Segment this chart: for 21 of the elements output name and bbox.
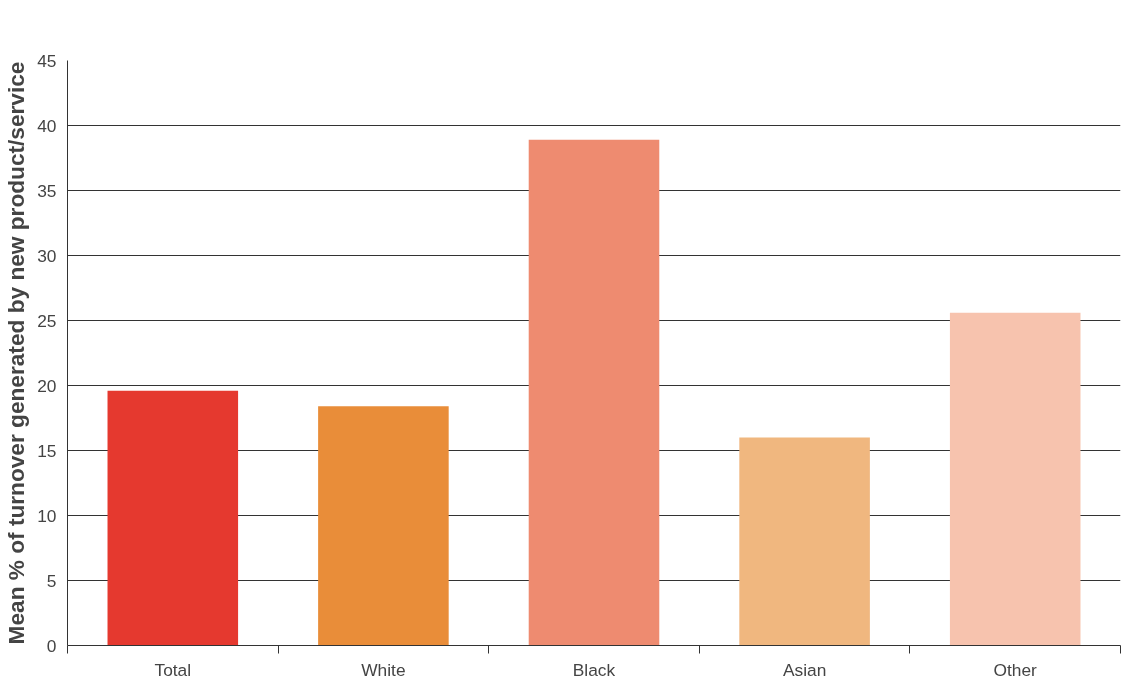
bar xyxy=(318,406,449,646)
y-tick-label: 25 xyxy=(37,310,57,331)
y-tick-label: 0 xyxy=(46,635,57,656)
y-tick-label: 5 xyxy=(46,570,57,591)
y-tick-label: 35 xyxy=(37,180,57,201)
bar xyxy=(949,312,1081,646)
y-tick-label: 10 xyxy=(37,505,57,526)
y-tick-label: 40 xyxy=(37,115,57,136)
y-tick-label: 20 xyxy=(37,375,57,396)
x-tick-label: Asian xyxy=(782,659,827,680)
y-tick-label: 45 xyxy=(37,50,57,71)
x-tick-label: Total xyxy=(154,659,192,680)
bar xyxy=(107,390,239,646)
bar xyxy=(528,139,660,646)
x-tick-label: White xyxy=(361,659,406,680)
bar xyxy=(739,437,870,646)
y-tick-label: 30 xyxy=(37,245,57,266)
x-tick-label: Other xyxy=(993,659,1038,680)
y-tick-label: 15 xyxy=(37,440,57,461)
y-axis-title: Mean % of turnover generated by new product/service xyxy=(3,61,30,645)
x-tick-label: Black xyxy=(572,659,616,680)
